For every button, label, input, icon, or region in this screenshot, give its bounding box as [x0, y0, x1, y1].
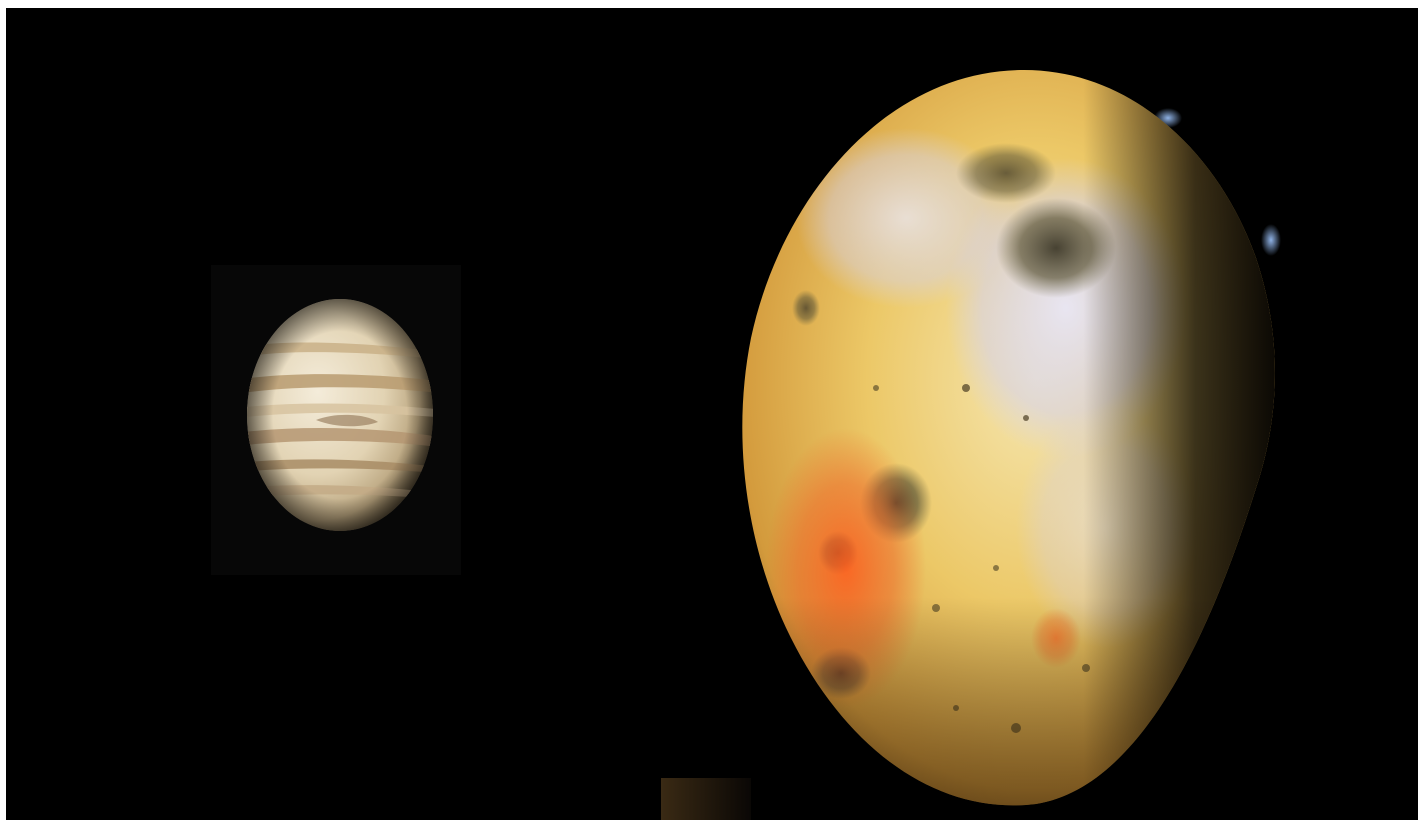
jupiter-planet	[247, 299, 433, 531]
light-glow	[1261, 224, 1281, 256]
io-moon	[742, 70, 1275, 806]
image-frame	[6, 8, 1418, 820]
space-scene	[211, 70, 1281, 820]
image-artifact	[661, 778, 751, 820]
